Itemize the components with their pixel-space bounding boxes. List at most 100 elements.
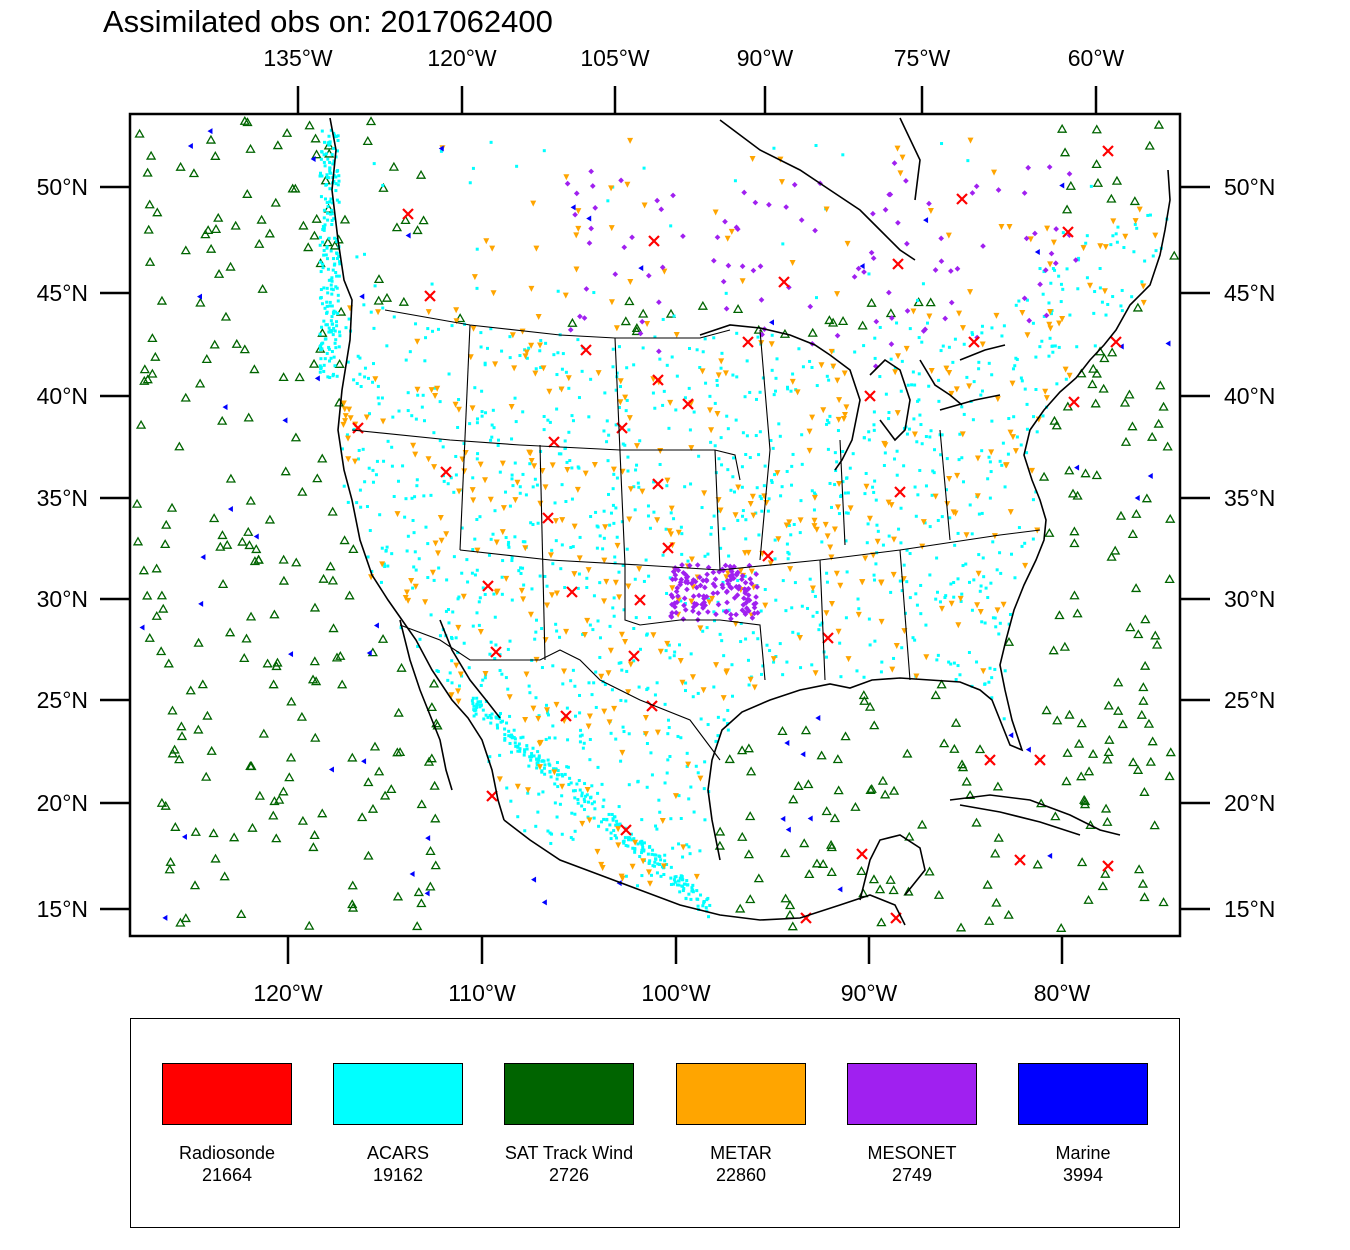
sat-track-wind-marker — [222, 539, 233, 549]
acars-marker — [430, 282, 434, 286]
acars-marker — [426, 327, 430, 331]
acars-marker — [566, 765, 570, 769]
marine-marker — [314, 375, 320, 382]
mesonet-marker — [673, 609, 679, 616]
acars-marker — [383, 565, 387, 569]
metar-marker — [511, 365, 518, 372]
sat-track-wind-marker — [1137, 878, 1149, 888]
metar-marker — [622, 638, 629, 645]
acars-marker — [666, 732, 670, 736]
sat-track-wind-marker — [245, 761, 256, 770]
acars-marker — [478, 703, 482, 707]
acars-marker — [318, 235, 322, 239]
acars-marker — [916, 399, 920, 403]
acars-marker — [719, 436, 723, 440]
acars-marker — [598, 636, 602, 640]
legend: Radiosonde 21664 ACARS 19162 SAT Track Wind 2… — [130, 1018, 1180, 1228]
acars-marker — [664, 527, 668, 531]
acars-marker — [956, 664, 960, 668]
acars-marker — [380, 546, 384, 550]
acars-marker — [688, 852, 692, 856]
acars-marker — [330, 212, 334, 216]
marine-marker — [1047, 852, 1053, 859]
sat-track-wind-marker — [138, 565, 150, 575]
metar-marker — [626, 516, 633, 523]
acars-marker — [553, 782, 557, 786]
acars-marker — [733, 179, 737, 183]
acars-marker — [588, 623, 592, 627]
metar-marker — [438, 537, 445, 544]
radiosonde-marker — [542, 512, 554, 524]
sat-track-wind-marker — [243, 526, 254, 536]
acars-marker — [337, 179, 341, 183]
acars-marker — [468, 181, 472, 185]
acars-marker — [332, 159, 336, 163]
sat-track-wind-marker — [949, 743, 960, 753]
acars-marker — [522, 753, 526, 757]
marine-marker — [359, 293, 365, 300]
sat-track-wind-marker — [180, 392, 191, 402]
acars-marker — [615, 535, 619, 539]
acars-marker — [1019, 376, 1023, 380]
sat-track-wind-marker — [631, 323, 642, 333]
acars-marker — [680, 532, 684, 536]
acars-marker — [725, 414, 729, 418]
acars-marker — [499, 720, 503, 724]
acars-marker — [1111, 295, 1115, 299]
acars-marker — [507, 729, 511, 733]
acars-marker — [521, 735, 525, 739]
acars-marker — [727, 608, 731, 612]
radiosonde-marker — [482, 580, 494, 592]
sat-track-wind-marker — [339, 535, 350, 545]
acars-marker — [541, 790, 545, 794]
metar-marker — [841, 370, 848, 377]
sat-track-wind-marker — [1104, 734, 1115, 744]
acars-marker — [726, 468, 730, 472]
metar-marker — [948, 600, 955, 607]
acars-marker — [872, 428, 876, 432]
metar-marker — [1140, 299, 1147, 306]
acars-marker — [521, 540, 525, 544]
acars-marker — [560, 773, 564, 777]
metar-marker — [667, 399, 674, 406]
metar-marker — [836, 397, 843, 404]
acars-marker — [602, 509, 606, 513]
acars-marker — [514, 420, 518, 424]
metar-marker — [783, 522, 790, 529]
sat-track-wind-marker — [247, 822, 258, 832]
sat-track-wind-marker — [180, 245, 191, 255]
acars-marker — [945, 457, 949, 461]
acars-marker — [881, 543, 885, 547]
sat-track-wind-marker — [230, 220, 241, 230]
metar-marker — [412, 451, 419, 458]
sat-track-wind-marker — [200, 229, 211, 239]
acars-marker — [808, 577, 812, 581]
acars-marker — [790, 464, 794, 468]
acars-marker — [586, 815, 590, 819]
acars-marker — [525, 747, 529, 751]
metar-marker — [379, 561, 386, 568]
sat-track-wind-marker — [298, 220, 309, 230]
acars-marker — [525, 744, 529, 748]
acars-marker — [872, 410, 876, 414]
legend-label: METAR — [710, 1143, 772, 1163]
acars-marker — [408, 350, 412, 354]
acars-marker — [754, 397, 758, 401]
metar-marker — [437, 514, 444, 521]
metar-marker — [519, 328, 526, 335]
sat-track-wind-marker — [826, 867, 837, 877]
acars-marker — [385, 545, 389, 549]
acars-marker — [808, 359, 812, 363]
metar-marker — [693, 873, 700, 880]
acars-marker — [617, 345, 621, 349]
sat-track-wind-marker — [1106, 551, 1117, 561]
acars-marker — [551, 724, 555, 728]
acars-marker — [756, 335, 760, 339]
acars-marker — [580, 804, 584, 808]
acars-marker — [689, 482, 693, 486]
acars-marker — [956, 531, 960, 535]
sat-track-wind-marker — [1139, 892, 1150, 902]
metar-marker — [352, 458, 359, 465]
acars-marker — [650, 852, 654, 856]
legend-label: Radiosonde — [178, 1143, 276, 1163]
